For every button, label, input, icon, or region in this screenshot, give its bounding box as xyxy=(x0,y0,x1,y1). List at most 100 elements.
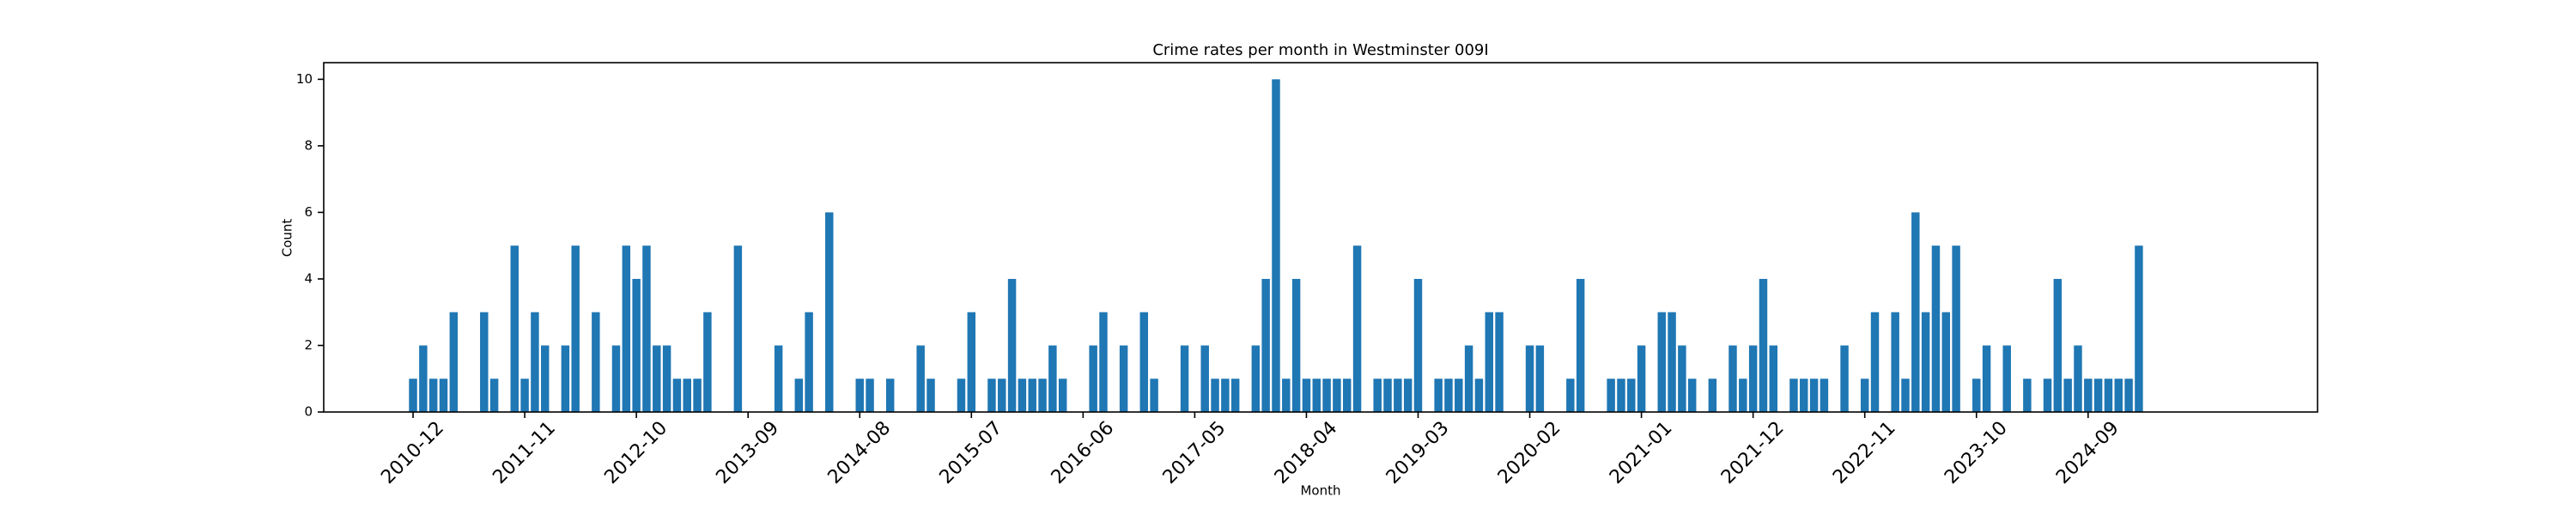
bar xyxy=(1617,379,1625,412)
bar xyxy=(611,345,621,412)
bar xyxy=(439,379,448,412)
bar xyxy=(1941,312,1951,412)
bar xyxy=(2135,245,2143,412)
bar xyxy=(632,278,641,412)
bar xyxy=(1809,379,1819,412)
bar xyxy=(1028,379,1036,412)
bar xyxy=(1058,379,1067,412)
x-tick-label: 2013-09 xyxy=(713,417,784,488)
bar xyxy=(683,379,691,412)
bar xyxy=(1627,379,1636,412)
bar xyxy=(1485,312,1493,412)
y-tick-label: 4 xyxy=(304,270,313,286)
bar xyxy=(733,245,743,412)
bar xyxy=(1901,379,1910,412)
bar xyxy=(1728,345,1737,412)
bar xyxy=(1800,379,1808,412)
bar xyxy=(693,379,702,412)
bar xyxy=(1840,345,1849,412)
bar xyxy=(1333,379,1341,412)
bar xyxy=(1018,379,1027,412)
plot-frame xyxy=(323,62,2318,413)
bar xyxy=(1413,278,1423,412)
bar xyxy=(1394,379,1402,412)
x-tick-label: 2022-11 xyxy=(1829,417,1900,488)
bar xyxy=(1403,379,1413,412)
bar xyxy=(1312,379,1321,412)
bar xyxy=(805,312,813,412)
bar xyxy=(592,312,600,412)
bar xyxy=(1048,345,1057,412)
y-tick-label: 8 xyxy=(304,137,313,153)
bar xyxy=(1373,379,1382,412)
bar xyxy=(774,345,783,412)
bar xyxy=(855,379,864,412)
x-tick-label: 2017-05 xyxy=(1159,417,1230,488)
bar xyxy=(1657,312,1666,412)
bar xyxy=(1911,212,1920,412)
x-tick-label: 2016-06 xyxy=(1048,417,1119,488)
bar xyxy=(1525,345,1534,412)
bar xyxy=(2023,379,2032,412)
bar xyxy=(987,379,996,412)
bar xyxy=(489,379,499,412)
x-tick-label: 2012-10 xyxy=(600,417,671,488)
bar xyxy=(561,345,570,412)
bar xyxy=(1211,379,1219,412)
bar xyxy=(1230,379,1240,412)
chart-title: Crime rates per month in Westminster 009… xyxy=(1152,41,1488,59)
bar xyxy=(1464,345,1473,412)
bar xyxy=(794,379,804,412)
x-tick-label: 2021-01 xyxy=(1606,417,1677,488)
bar xyxy=(1708,379,1717,412)
bar xyxy=(2063,379,2072,412)
bar xyxy=(1566,379,1575,412)
bar xyxy=(1352,245,1362,412)
bar xyxy=(703,312,712,412)
bar xyxy=(2084,379,2093,412)
x-tick-label: 2024-09 xyxy=(2052,417,2123,488)
bar xyxy=(1455,379,1463,412)
bar xyxy=(1759,278,1768,412)
bar xyxy=(1150,379,1158,412)
bar xyxy=(1789,379,1798,412)
bar xyxy=(531,312,539,412)
y-tick-label: 6 xyxy=(304,204,313,220)
bar xyxy=(1383,379,1392,412)
bar xyxy=(1748,345,1758,412)
bar xyxy=(2104,379,2113,412)
bar xyxy=(916,345,925,412)
x-tick-label: 2018-04 xyxy=(1271,417,1342,488)
bar xyxy=(2124,379,2133,412)
x-tick-label: 2023-10 xyxy=(1941,417,2012,488)
bar xyxy=(1495,312,1504,412)
bar xyxy=(885,379,895,412)
bar xyxy=(642,245,651,412)
x-axis-label: Month xyxy=(1300,483,1340,499)
bar xyxy=(1870,312,1880,412)
bar xyxy=(1272,79,1280,412)
bar xyxy=(1921,312,1930,412)
bar xyxy=(1221,379,1230,412)
bar xyxy=(998,379,1006,412)
bar xyxy=(1637,345,1646,412)
y-tick-label: 0 xyxy=(304,404,313,420)
bar xyxy=(1282,379,1291,412)
bar xyxy=(1099,312,1108,412)
bar xyxy=(2053,278,2063,412)
bar xyxy=(1668,312,1676,412)
bar xyxy=(653,345,661,412)
bar xyxy=(2074,345,2082,412)
bar xyxy=(1891,312,1899,412)
x-tick-label: 2019-03 xyxy=(1382,417,1454,488)
bar xyxy=(1931,245,1941,412)
bar xyxy=(2043,379,2052,412)
bar xyxy=(967,312,976,412)
bar xyxy=(1343,379,1352,412)
bar xyxy=(428,379,438,412)
bar xyxy=(1576,278,1585,412)
bar xyxy=(927,379,935,412)
bar xyxy=(1860,379,1869,412)
